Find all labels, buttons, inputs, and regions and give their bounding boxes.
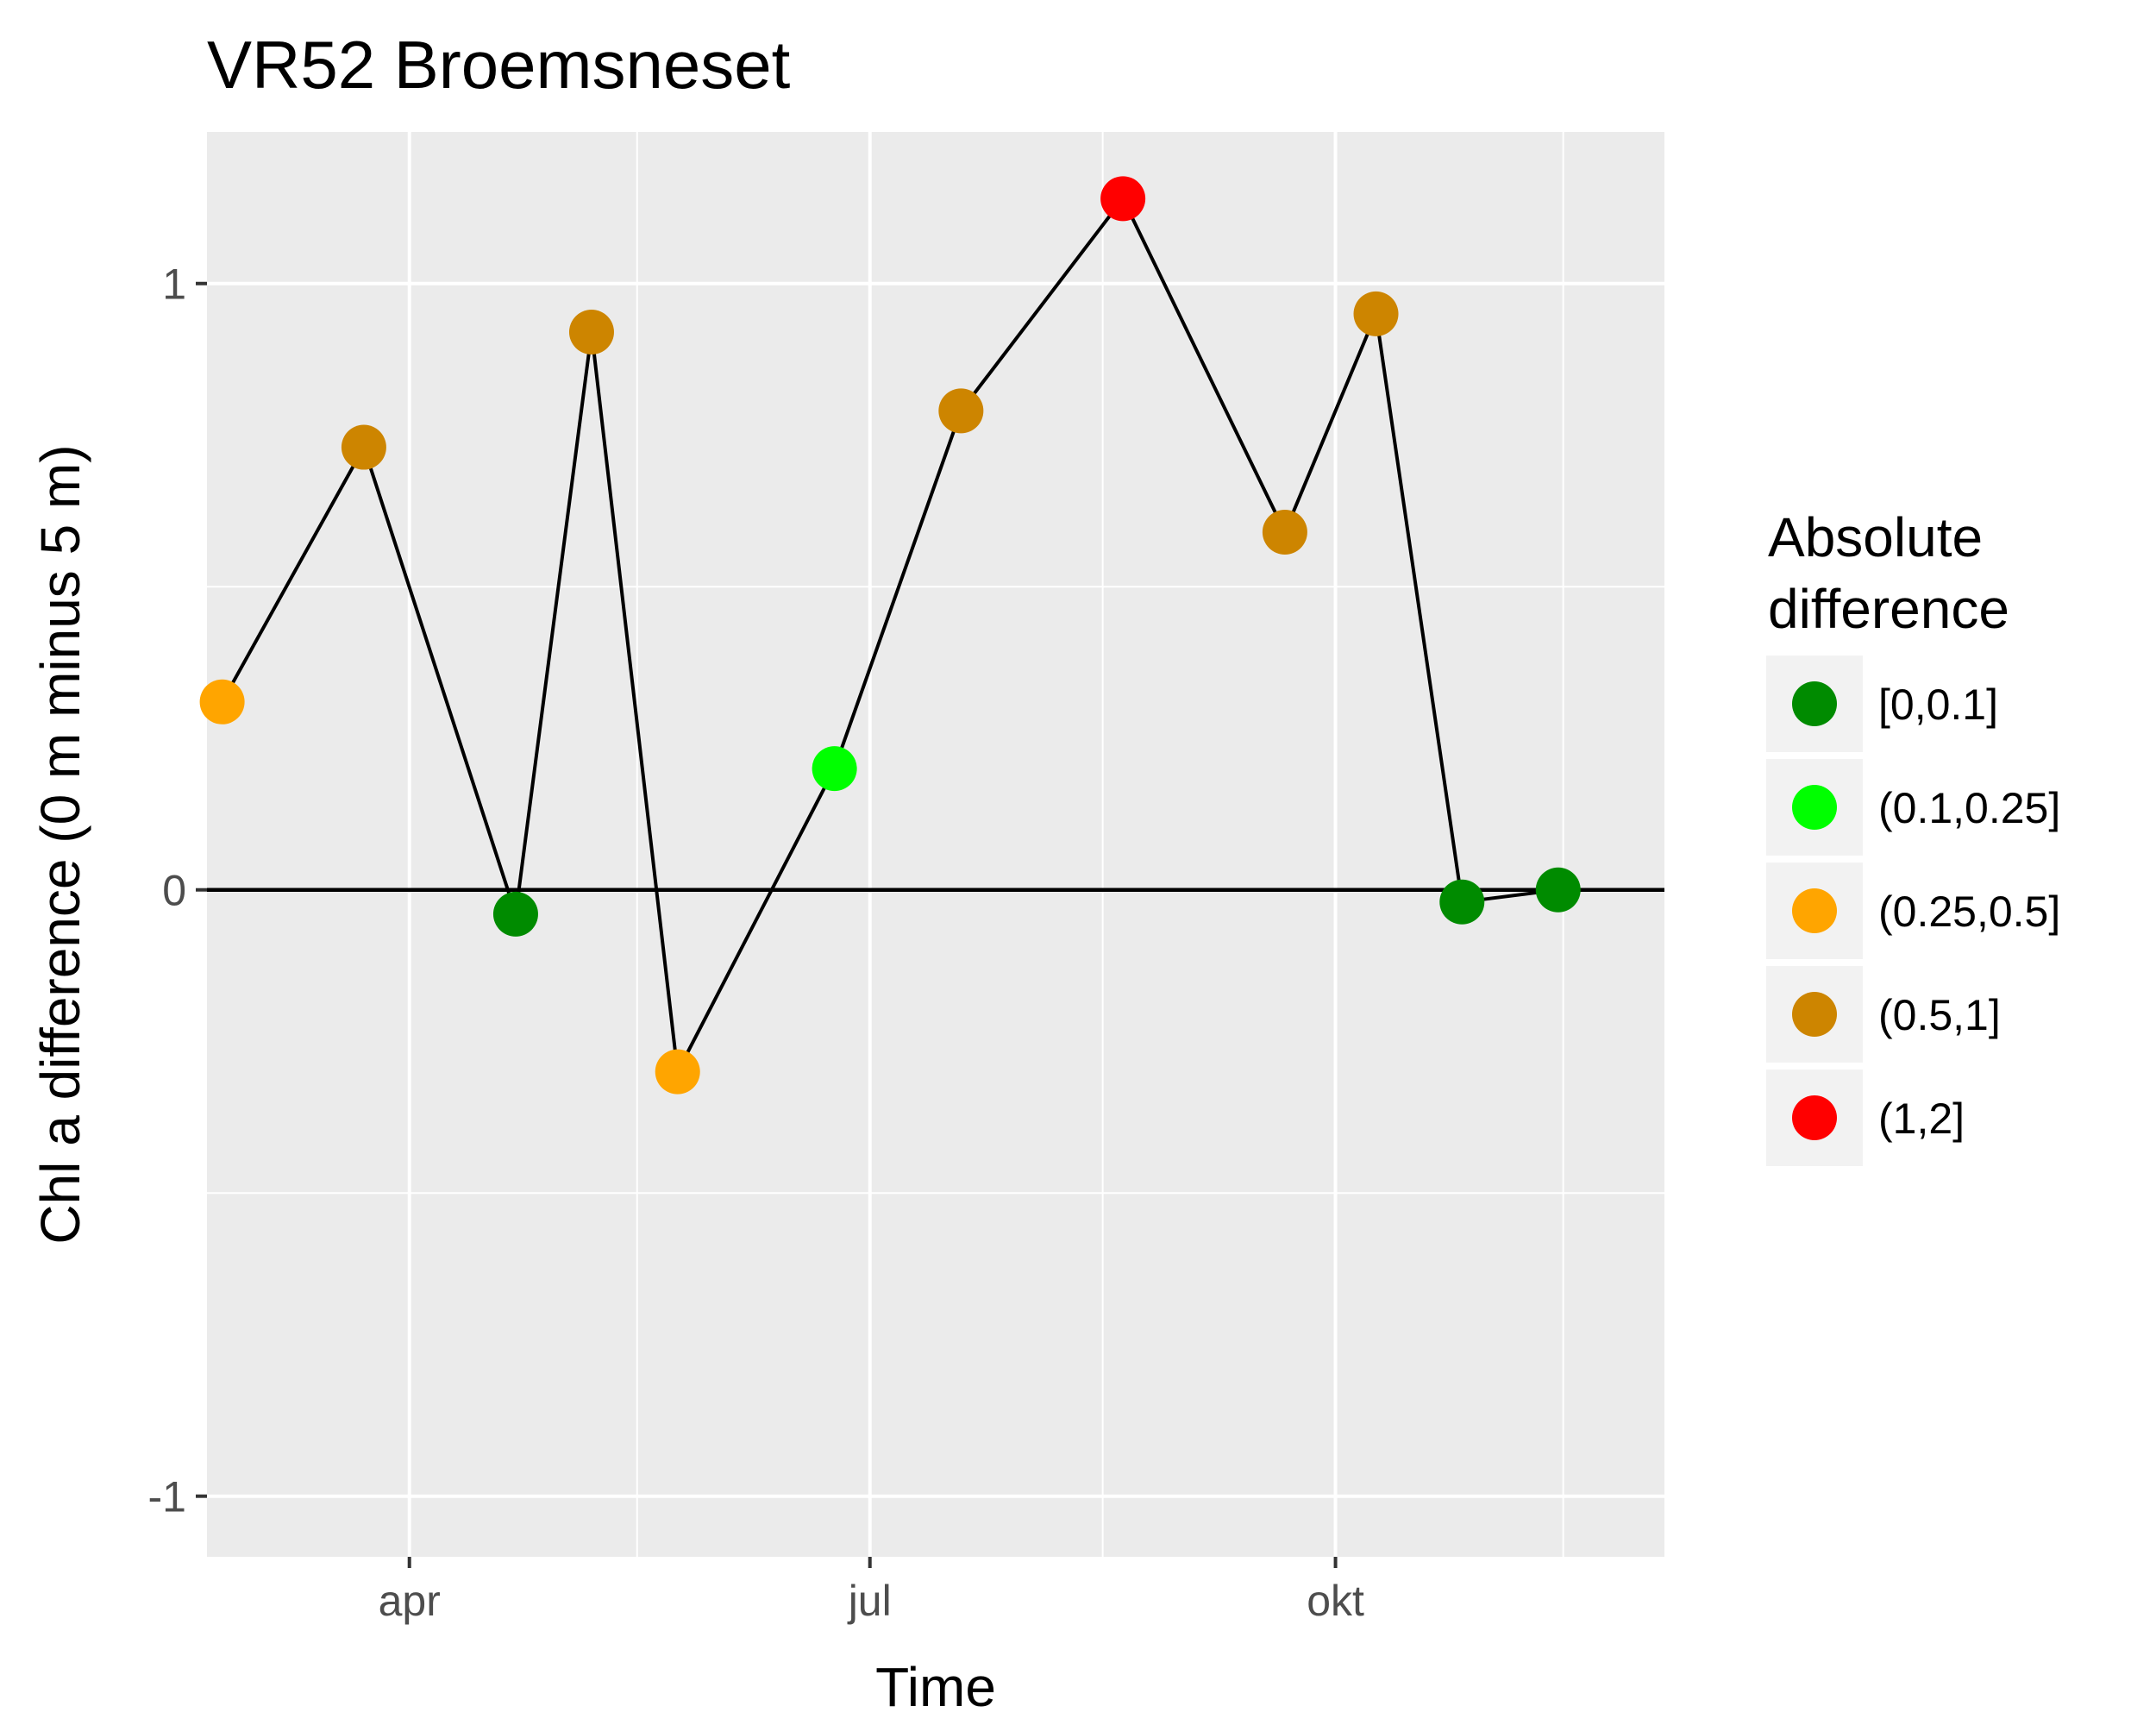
chart-title: VR52 Broemsneset [207,27,791,103]
data-point [1262,509,1307,555]
x-tick-label: apr [379,1577,441,1625]
y-tick-label: 0 [162,867,186,915]
legend-swatch [1792,1095,1837,1140]
data-point [938,388,984,434]
x-axis-ticks: apr jul okt [379,1557,1364,1625]
legend-title-line-1: Absolute [1768,506,1983,568]
plot-panel [207,132,1664,1557]
minor-gridlines [207,132,1664,1557]
data-point [1439,879,1485,925]
legend-swatch [1792,888,1837,933]
y-axis-ticks: -1 0 1 [148,260,207,1521]
legend: Absolute difference [0,0.1] (0.1,0.25] (0.… [1766,506,2060,1166]
data-point [812,746,857,792]
x-tick-label: okt [1307,1577,1364,1625]
legend-label: (1,2] [1878,1095,1965,1143]
y-axis-title: Chl a difference (0 m minus 5 m) [29,444,91,1244]
legend-title-line-2: difference [1768,578,2009,640]
legend-swatch [1792,992,1837,1037]
legend-label: [0,0.1] [1878,681,1998,729]
x-tick-label: jul [847,1577,892,1625]
legend-label: (0.5,1] [1878,991,2001,1039]
data-point [492,891,538,937]
data-point [341,424,386,470]
data-points [199,176,1581,1095]
series-line [220,195,1559,1078]
y-tick-label: 1 [162,260,186,309]
legend-swatch [1792,681,1837,726]
data-point [199,679,245,724]
legend-swatch [1792,785,1837,830]
x-axis-title: Time [875,1656,996,1718]
legend-label: (0.1,0.25] [1878,784,2060,832]
data-point [1100,176,1146,222]
data-point [568,309,614,354]
data-point [655,1049,700,1095]
legend-items: [0,0.1] (0.1,0.25] (0.25,0.5] (0.5,1] (1,2] [1766,656,2060,1166]
data-point [1353,291,1399,336]
legend-label: (0.25,0.5] [1878,888,2060,936]
data-point [1535,867,1581,913]
y-tick-label: -1 [148,1473,186,1521]
